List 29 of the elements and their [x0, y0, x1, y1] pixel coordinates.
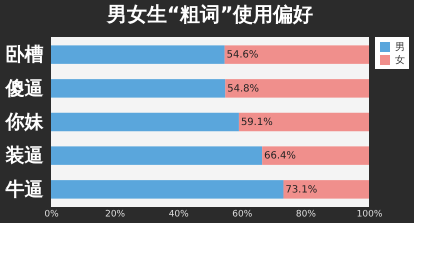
legend-label: 男 — [395, 42, 405, 53]
data-label: 54.6% — [226, 50, 258, 61]
y-tick-label: 牛逼 — [4, 178, 44, 200]
bar — [225, 79, 369, 98]
data-label: 73.1% — [285, 184, 318, 196]
data-label: 59.1% — [240, 117, 273, 128]
chart-title: 男女生“粗词”使用偏好 — [106, 2, 314, 26]
bar — [51, 45, 225, 64]
legend-label: 女 — [395, 54, 405, 66]
bar — [283, 180, 369, 199]
bar — [224, 45, 369, 64]
bar — [51, 180, 284, 199]
bar — [262, 146, 369, 165]
x-tick-label: 0% — [44, 210, 60, 220]
y-tick-label: 傻逼 — [4, 77, 44, 100]
y-tick-label: 你妹 — [4, 111, 44, 133]
x-tick-label: 80% — [296, 210, 316, 220]
y-tick-label: 装逼 — [4, 144, 44, 167]
x-tick-label: 20% — [105, 210, 126, 220]
x-tick-label: 100% — [356, 210, 383, 220]
data-label: 54.8% — [227, 83, 260, 94]
bar — [51, 146, 262, 165]
x-tick-label: 40% — [168, 210, 190, 220]
bar — [238, 112, 369, 132]
data-label: 66.4% — [264, 150, 296, 162]
x-tick-label: 60% — [232, 210, 253, 220]
y-tick-label: 卧槽 — [6, 44, 44, 66]
bar — [51, 79, 226, 98]
bar — [51, 112, 239, 132]
